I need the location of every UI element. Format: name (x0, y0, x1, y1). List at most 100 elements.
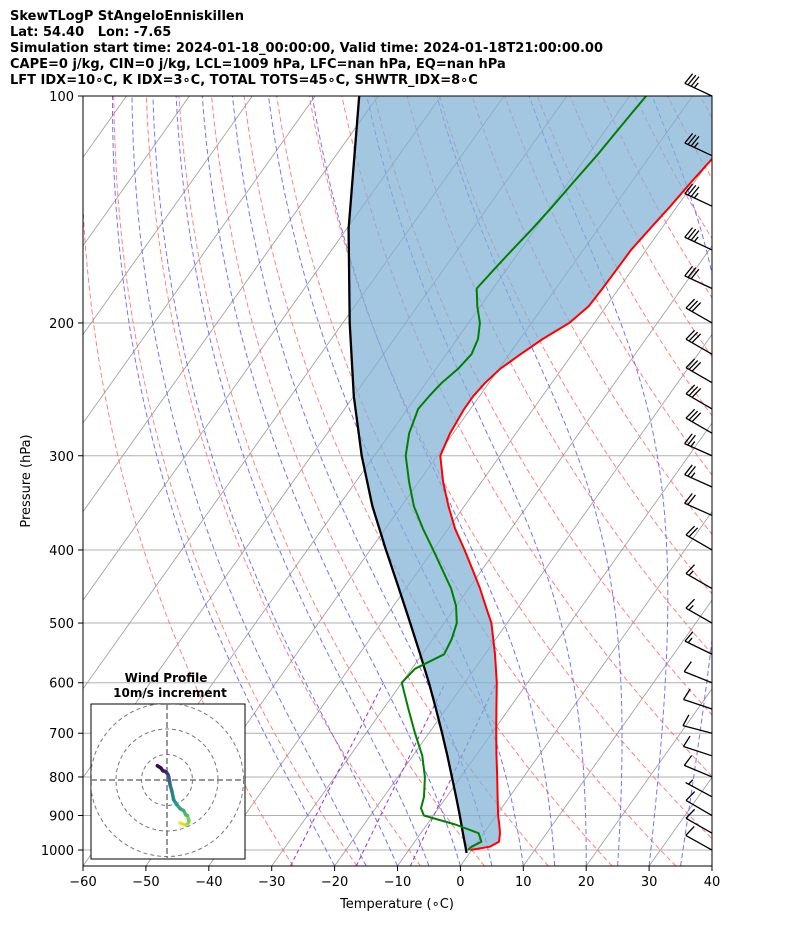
y-tick-label: 800 (49, 771, 74, 786)
temperature-line (439, 157, 712, 851)
wind-barb (685, 779, 713, 798)
wind-barb-half-flag (690, 472, 696, 478)
wind-barb-flag (685, 825, 695, 836)
dry-adiabat (373, 96, 712, 716)
isotherm-gridline (83, 96, 379, 513)
wind-barb-staff (684, 236, 713, 251)
y-tick-label: 900 (49, 810, 74, 825)
wind-barb (683, 755, 713, 778)
wind-barb-staff (682, 725, 713, 734)
wind-barb-half-flag (690, 441, 696, 447)
parcel-profile-line (347, 96, 468, 854)
wind-barb-flag (685, 358, 696, 369)
wind-barb-staff (683, 698, 713, 710)
wind-barb-staff (684, 502, 713, 517)
wind-barb-flag (687, 134, 697, 145)
y-tick-label: 700 (49, 727, 74, 742)
wind-barb-flag (685, 298, 696, 309)
wind-barb-staff (685, 307, 713, 324)
wind-barb-staff (685, 573, 713, 590)
wind-barb-flag (690, 268, 700, 280)
wind-barb (685, 564, 713, 590)
wind-barb-flag (683, 755, 693, 766)
wind-barb-staff (685, 367, 713, 384)
wind-barb-flag (687, 465, 696, 477)
wind-barb (684, 631, 713, 655)
wind-barb-flag (687, 74, 697, 86)
dry-adiabat (113, 96, 358, 866)
hodograph-subtitle: 10m/s increment (113, 686, 227, 700)
y-tick-label: 100 (49, 90, 74, 105)
moist-adiabat (711, 863, 712, 866)
wind-barb-flag (682, 688, 691, 700)
wind-barb-half-flag (688, 570, 694, 576)
index-line: LFT IDX=10∘C, K IDX=3∘C, TOTAL TOTS=45∘C… (10, 73, 478, 88)
dry-adiabat (276, 96, 677, 866)
wind-barb-flag (687, 267, 697, 278)
y-tick-label: 500 (49, 617, 74, 632)
wind-barb (685, 408, 713, 434)
moist-adiabat (152, 96, 398, 866)
dry-adiabat (699, 96, 712, 119)
wind-barb (685, 825, 713, 851)
y-tick-label: 300 (49, 450, 74, 465)
wind-barb-staff (684, 192, 713, 207)
wind-barb-flag (691, 333, 702, 344)
isotherm-gridline (334, 333, 712, 866)
wind-barb-flag (684, 464, 693, 476)
dry-adiabat (178, 96, 485, 866)
isotherm-gridline (83, 96, 316, 424)
wind-barb-half-flag (693, 82, 699, 89)
moist-adiabat (232, 96, 493, 866)
wind-barb-staff (684, 640, 713, 655)
wind-barb-staff (684, 275, 713, 290)
wind-barb-flag (685, 564, 696, 575)
x-tick-label: −10 (384, 875, 411, 890)
wind-barb-staff (683, 745, 713, 757)
x-tick-label: −60 (69, 875, 96, 890)
wind-barb-flag (684, 493, 693, 504)
mixing-ratio-line (290, 682, 384, 866)
dry-adiabat (83, 197, 294, 866)
wind-barb-staff (685, 607, 713, 624)
wind-barb-half-flag (688, 604, 694, 611)
isotherm-gridline (460, 510, 712, 866)
wind-barb-flag (682, 714, 690, 726)
y-tick-label: 400 (49, 544, 74, 559)
wind-barb-flag (688, 360, 699, 370)
x-tick-label: 40 (704, 875, 721, 890)
wind-barb-flag (684, 227, 694, 238)
wind-barb (685, 298, 713, 324)
wind-barb-staff (684, 764, 713, 778)
wind-barb (685, 808, 713, 834)
wind-barb-half-flag (688, 779, 694, 785)
wind-barb-flag (685, 329, 696, 340)
title-line: SkewTLogP StAngeloEnniskillen (10, 9, 244, 24)
wind-barb (682, 688, 713, 710)
isotherm-gridline (522, 599, 712, 866)
wind-barb (685, 358, 713, 384)
wind-barb-staff (685, 534, 713, 551)
wind-barb-staff (685, 834, 713, 851)
wind-barb-staff (685, 417, 713, 434)
wind-barb-flag (691, 388, 702, 398)
moist-adiabat (311, 96, 556, 866)
wind-barb-staff (685, 338, 713, 355)
time-line: Simulation start time: 2024-01-18_00:00:… (10, 41, 603, 56)
isotherm-gridline (775, 96, 794, 866)
dry-adiabat (667, 96, 712, 180)
wind-barb-staff (685, 799, 713, 817)
dry-adiabat (765, 96, 794, 866)
wind-barb-staff (684, 82, 713, 97)
wind-barb-flag (690, 76, 700, 87)
x-axis-label: Temperature (∘C) (339, 897, 454, 912)
wind-barb (684, 183, 713, 207)
wind-barb-flag (684, 132, 694, 144)
wind-barb (685, 384, 713, 410)
wind-barb-flag (688, 331, 699, 342)
location-line: Lat: 54.40 Lon: -7.65 (10, 25, 172, 40)
wind-barb (684, 227, 713, 251)
wind-barb-staff (685, 393, 713, 410)
mixing-ratio-line (409, 682, 497, 866)
x-tick-label: −50 (132, 875, 159, 890)
